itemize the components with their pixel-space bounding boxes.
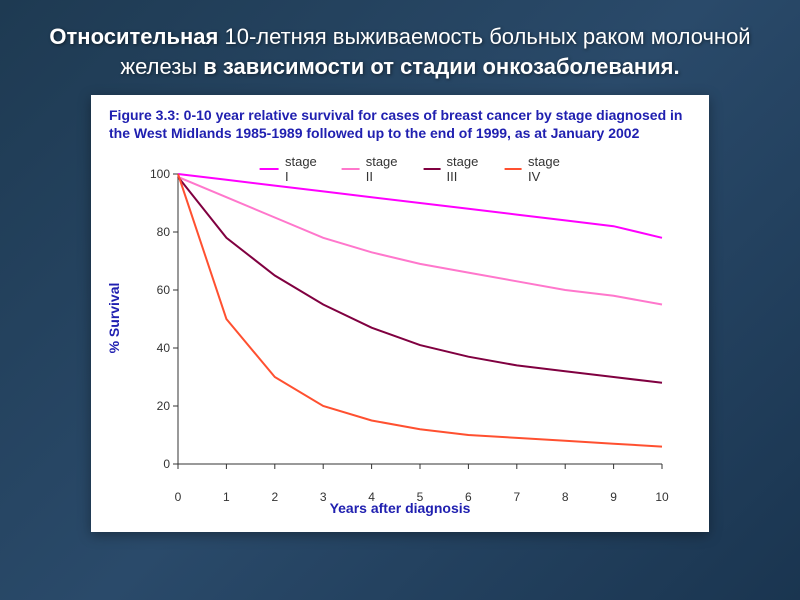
x-tick-label: 4 — [368, 490, 375, 504]
y-tick-label: 0 — [142, 457, 170, 471]
x-tick-label: 1 — [223, 490, 230, 504]
y-tick-label: 40 — [142, 341, 170, 355]
slide-title: Относительная 10-летняя выживаемость бол… — [0, 0, 800, 95]
plot-area: stage Istage IIstage IIIstage IV % Survi… — [120, 148, 680, 488]
title-bold-1: Относительная — [49, 24, 218, 49]
y-tick-label: 80 — [142, 225, 170, 239]
title-bold-2: в зависимости от стадии онкозаболевания. — [203, 54, 679, 79]
x-tick-label: 5 — [417, 490, 424, 504]
x-tick-label: 8 — [562, 490, 569, 504]
y-tick-label: 100 — [142, 167, 170, 181]
x-tick-label: 10 — [655, 490, 668, 504]
chart-container: Figure 3.3: 0-10 year relative survival … — [91, 95, 709, 532]
x-axis-label: Years after diagnosis — [330, 500, 471, 516]
survival-chart — [120, 148, 680, 488]
x-tick-label: 2 — [271, 490, 278, 504]
y-tick-label: 20 — [142, 399, 170, 413]
x-tick-label: 3 — [320, 490, 327, 504]
x-tick-label: 6 — [465, 490, 472, 504]
x-tick-label: 7 — [513, 490, 520, 504]
y-axis-label: % Survival — [106, 283, 122, 354]
chart-caption: Figure 3.3: 0-10 year relative survival … — [105, 105, 695, 148]
x-tick-label: 9 — [610, 490, 617, 504]
y-tick-label: 60 — [142, 283, 170, 297]
x-tick-label: 0 — [175, 490, 182, 504]
